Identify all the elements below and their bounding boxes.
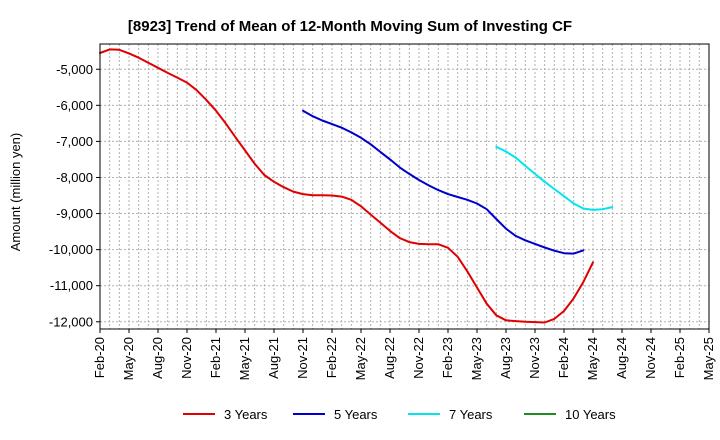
x-tick-label: Aug-22 [382, 337, 397, 379]
y-tick-label: -9,000 [56, 206, 93, 221]
x-tick-label: May-25 [701, 337, 716, 380]
legend: 3 Years 5 Years 7 Years 10 Years [183, 407, 616, 422]
x-tick-label: Nov-20 [179, 337, 194, 379]
x-tick-label: Feb-20 [92, 337, 107, 378]
y-tick-label: -5,000 [56, 62, 93, 77]
series-line-5-years [302, 109, 585, 255]
chart-title: [8923] Trend of Mean of 12-Month Moving … [128, 18, 572, 35]
x-tick-label: May-24 [585, 337, 600, 380]
x-tick-label: May-20 [121, 337, 136, 380]
y-tick-label: -12,000 [49, 314, 93, 329]
legend-label-3-years: 3 Years [224, 407, 268, 422]
x-tick-label: Nov-23 [527, 337, 542, 379]
x-tick-label: Aug-20 [150, 337, 165, 379]
x-tick-label: Nov-24 [643, 337, 658, 379]
x-tick-label: Feb-24 [556, 337, 571, 378]
series-line-3-years [99, 48, 594, 324]
series-line-7-years [495, 145, 614, 211]
x-tick-label: Feb-23 [440, 337, 455, 378]
x-tick-label: Feb-21 [208, 337, 223, 378]
legend-label-10-years: 10 Years [565, 407, 616, 422]
y-tick-label: -8,000 [56, 170, 93, 185]
x-tick-label: Nov-22 [411, 337, 426, 379]
x-tick-label: Aug-21 [266, 337, 281, 379]
x-tick-label: May-21 [237, 337, 252, 380]
x-tick-label: May-22 [353, 337, 368, 380]
x-tick-label: Feb-25 [672, 337, 687, 378]
y-tick-label: -10,000 [49, 242, 93, 257]
y-axis-ticks: -5,000 -6,000 -7,000 -8,000 -9,000 -10,000 -11… [49, 62, 100, 329]
legend-label-7-years: 7 Years [449, 407, 493, 422]
legend-label-5-years: 5 Years [334, 407, 378, 422]
series-lines [99, 48, 614, 324]
y-tick-label: -7,000 [56, 134, 93, 149]
x-tick-label: May-23 [469, 337, 484, 380]
x-tick-label: Aug-24 [614, 337, 629, 379]
y-tick-label: -6,000 [56, 98, 93, 113]
x-tick-label: Aug-23 [498, 337, 513, 379]
x-tick-label: Feb-22 [324, 337, 339, 378]
x-tick-label: Nov-21 [295, 337, 310, 379]
plot-area-frame [99, 43, 710, 330]
y-axis-label: Amount (million yen) [8, 133, 23, 252]
y-tick-label: -11,000 [50, 278, 93, 293]
x-axis-ticks: Feb-20 May-20 Aug-20 Nov-20 Feb-21 May-21 Aug-… [92, 329, 716, 380]
